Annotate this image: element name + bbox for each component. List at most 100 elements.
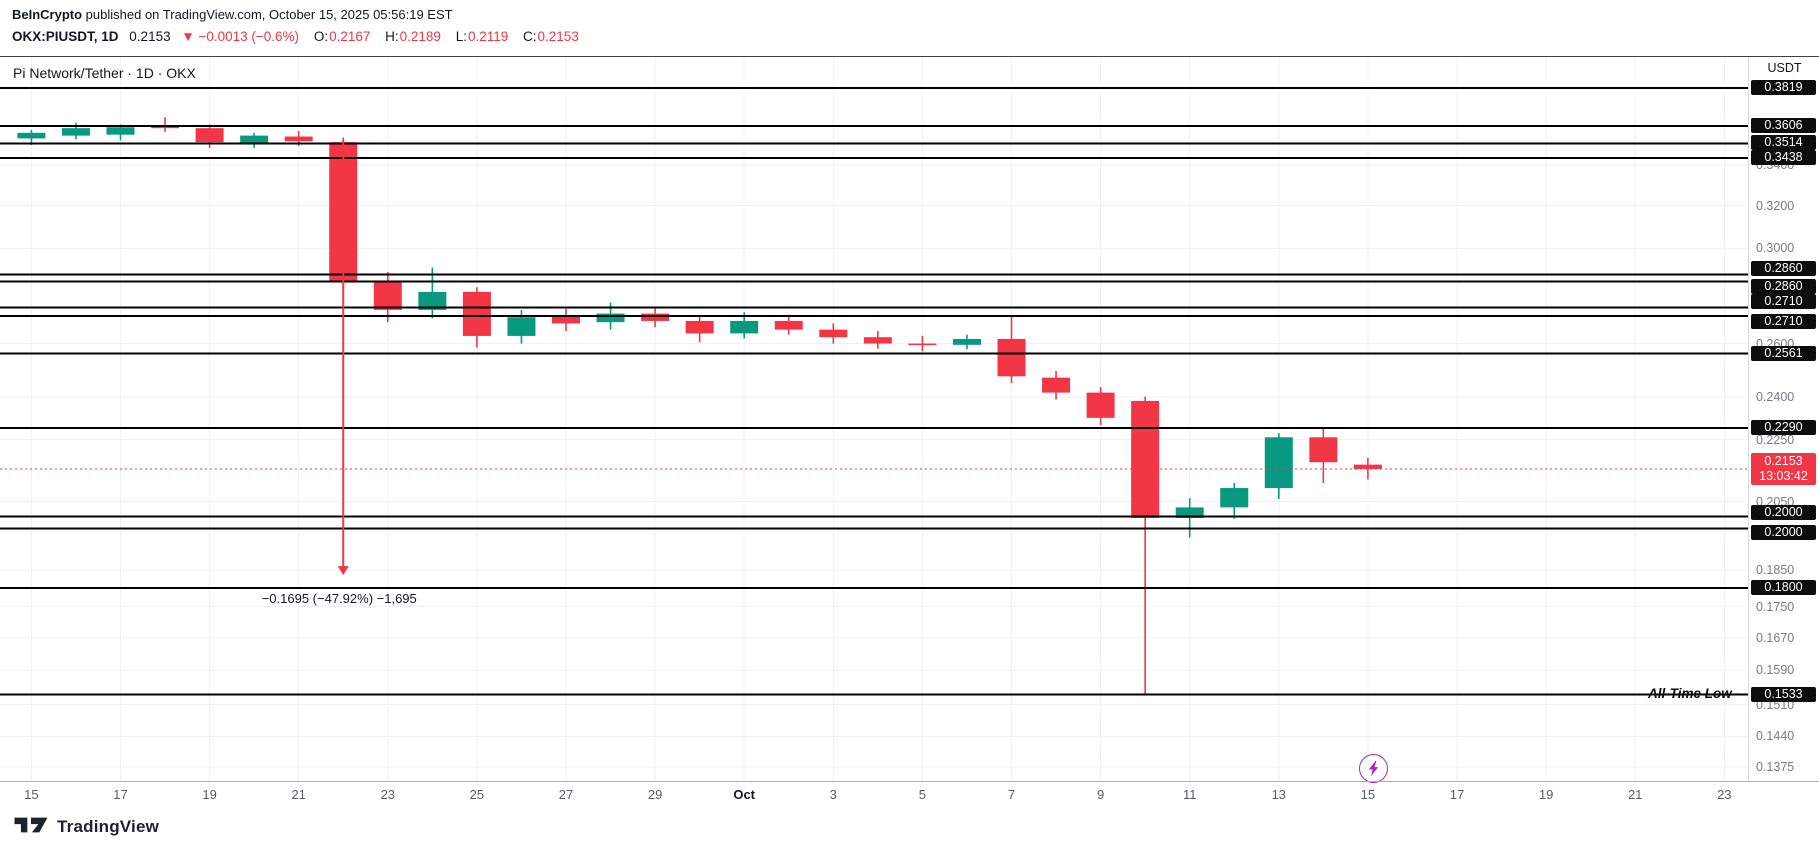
candle-body-sep-21 [284, 136, 313, 142]
candle-body-sep-30 [685, 320, 714, 334]
candle-body-sep-15 [17, 132, 46, 139]
chart-area[interactable]: −0.1695 (−47.92%) −1,695 Pi Network/Teth… [0, 56, 1748, 783]
level-price-badge: 0.2860 [1751, 279, 1816, 295]
flash-icon[interactable] [1359, 754, 1388, 783]
price-tick-label: 0.1850 [1756, 561, 1795, 578]
candle-body-oct-6 [952, 338, 981, 345]
candle-body-oct-1 [730, 320, 759, 334]
time-tick-label: 21 [1627, 787, 1643, 802]
axis-currency-label: USDT [1767, 61, 1802, 75]
price-tick-label: 0.3200 [1756, 197, 1795, 214]
time-axis-labels: 15 17 19 21 23 25 27 29 Oct 3 5 7 9 11 13 15 17 19 21 23 [0, 782, 1748, 808]
ohlc-low: L:0.2119 [455, 29, 509, 44]
candle-body-oct-12 [1220, 488, 1249, 508]
candle-body-sep-27 [552, 316, 580, 324]
all-time-low-price-badge: 0.1533 [1751, 686, 1816, 702]
chart-top-border [0, 56, 1819, 57]
time-tick-label: 25 [469, 787, 485, 802]
tradingview-brand[interactable]: TradingView [57, 817, 160, 836]
time-tick-label: 29 [647, 787, 663, 802]
ohlc-close: C:0.2153 [523, 29, 579, 44]
candle-body-oct-14 [1309, 437, 1338, 463]
candle-body-oct-8 [1042, 377, 1071, 393]
time-tick-label: 9 [1096, 787, 1105, 802]
candle-body-sep-18 [151, 126, 180, 129]
ohlc-high: H:0.2189 [385, 29, 441, 44]
time-tick-label: 27 [558, 787, 574, 802]
candle-body-oct-11 [1175, 507, 1204, 518]
candle-body-sep-28 [596, 313, 625, 323]
price-tick-label: 0.1750 [1756, 598, 1795, 615]
tradingview-logo-icon[interactable] [12, 814, 50, 841]
level-price-badge: 0.2710 [1751, 294, 1816, 310]
candle-body-oct-10 [1131, 400, 1160, 518]
level-price-badge: 0.3606 [1751, 118, 1816, 134]
price-tick-label: 0.1375 [1756, 759, 1795, 775]
measure-arrow-head [337, 566, 349, 576]
symbol-interval: OKX:PIUSDT, 1D [12, 29, 119, 44]
price-change: ▼ −0.0013 (−0.6%) [181, 29, 300, 44]
candle-body-oct-2 [774, 320, 803, 330]
level-price-badge: 0.3819 [1751, 80, 1816, 95]
price-tick-label: 0.2250 [1756, 431, 1795, 448]
last-price: 0.2153 [129, 29, 171, 44]
publisher-name: BeInCrypto [12, 7, 83, 22]
price-tick-label: 0.1670 [1756, 629, 1795, 646]
candle-body-oct-9 [1086, 392, 1115, 418]
price-tick-label: 0.1590 [1756, 662, 1795, 679]
candle-body-oct-4 [863, 337, 892, 344]
candle-body-sep-26 [507, 317, 536, 336]
time-axis[interactable]: 15 17 19 21 23 25 27 29 Oct 3 5 7 9 11 13 15 17 19 21 23 [0, 781, 1819, 808]
time-tick-label: 23 [380, 787, 396, 802]
candle-body-oct-15 [1353, 464, 1382, 469]
chart-legend: Pi Network/Tether · 1D · OKX [13, 65, 196, 81]
ohlc-open: O:0.2167 [313, 29, 371, 44]
time-tick-label: 19 [202, 787, 217, 802]
time-tick-label: Oct [733, 787, 756, 802]
time-tick-label: 13 [1271, 787, 1287, 802]
level-price-badge: 0.3438 [1751, 149, 1816, 165]
time-tick-label: 23 [1717, 787, 1732, 802]
level-price-badge: 0.3514 [1751, 135, 1816, 151]
candle-body-sep-20 [240, 135, 269, 144]
candle-body-sep-16 [61, 128, 90, 136]
price-tick-label: 0.3000 [1756, 240, 1795, 257]
chart-canvas[interactable]: −0.1695 (−47.92%) −1,695 [0, 56, 1748, 781]
symbol-line: OKX:PIUSDT, 1D 0.2153 ▼ −0.0013 (−0.6%) … [12, 29, 579, 44]
level-price-badge: 0.2290 [1751, 419, 1816, 435]
candle-body-sep-25 [462, 291, 491, 336]
price-axis[interactable]: USDT 0.3400 0.3200 0.3000 0.2600 0.2400 0.225… [1748, 56, 1819, 781]
level-price-badge: 0.2000 [1751, 524, 1816, 540]
current-price-badge: 0.2153 13:03:42 [1751, 452, 1816, 485]
publish-line: BeInCrypto published on TradingView.com,… [12, 7, 579, 22]
candle-body-oct-5 [908, 343, 937, 346]
time-tick-label: 3 [829, 787, 837, 802]
time-tick-label: 11 [1182, 787, 1197, 802]
price-tick-label: 0.2400 [1756, 388, 1795, 405]
candle-body-oct-7 [997, 338, 1026, 377]
candle-body-oct-3 [819, 329, 848, 338]
candle-body-sep-23 [373, 282, 402, 310]
time-tick-label: 17 [1449, 787, 1465, 802]
candle-body-sep-29 [641, 313, 670, 321]
time-tick-label: 15 [1360, 787, 1376, 802]
candle-body-sep-17 [106, 127, 135, 135]
all-time-low-label: All-Time Low - [1647, 685, 1740, 701]
level-price-badge: 0.2561 [1751, 345, 1816, 361]
candle-body-sep-24 [418, 291, 447, 310]
header: BeInCrypto published on TradingView.com,… [12, 7, 579, 44]
level-price-badge: 0.1800 [1751, 579, 1816, 595]
level-price-badge: 0.2710 [1751, 314, 1816, 329]
level-price-badge: 0.2000 [1751, 505, 1816, 521]
price-tick-label: 0.1440 [1756, 728, 1795, 745]
time-tick-label: 19 [1538, 787, 1554, 802]
candle-body-sep-19 [195, 128, 224, 143]
time-tick-label: 7 [1007, 787, 1016, 802]
candle-body-oct-13 [1264, 437, 1293, 489]
measure-annotation-text: −0.1695 (−47.92%) −1,695 [262, 591, 417, 606]
time-tick-label: 15 [24, 787, 39, 802]
footer: TradingView [12, 814, 159, 840]
level-price-badge: 0.2860 [1751, 261, 1816, 277]
time-tick-label: 17 [113, 787, 128, 802]
